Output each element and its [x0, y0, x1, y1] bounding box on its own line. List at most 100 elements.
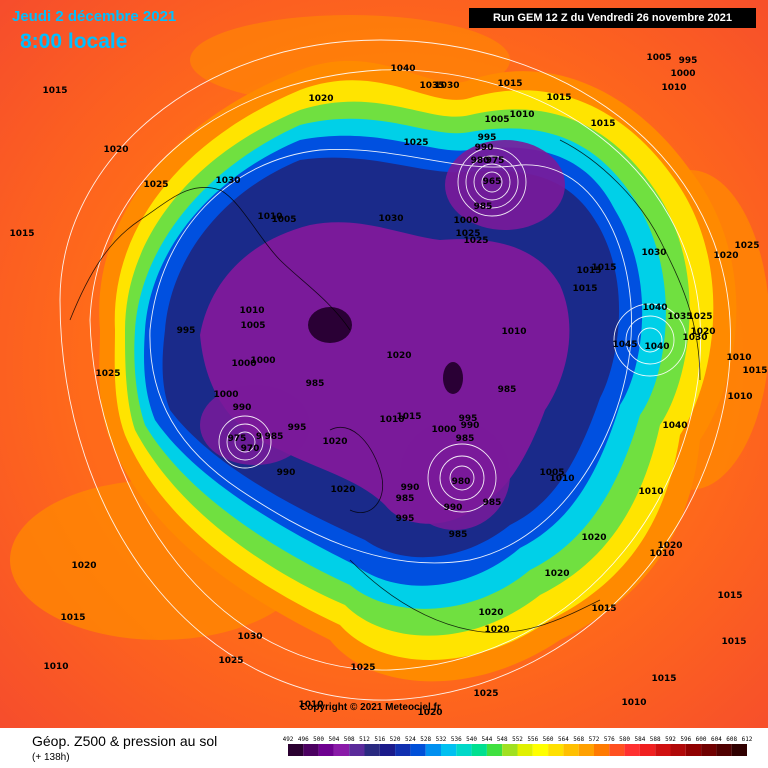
- legend-tick-label: 536: [451, 736, 462, 743]
- legend-swatch: [441, 744, 457, 756]
- legend-tick-label: 544: [481, 736, 492, 743]
- isobar-label: 1025: [734, 241, 759, 251]
- isobar-label: 985: [396, 494, 415, 504]
- isobar-label: 1010: [621, 698, 646, 708]
- isobar-label: 1020: [657, 541, 682, 551]
- legend-swatch: [548, 744, 564, 756]
- isobar-label: 995: [288, 423, 307, 433]
- isobar-label: 1020: [484, 625, 509, 635]
- coast-greenland: [329, 427, 384, 513]
- core-secondary: [443, 362, 463, 394]
- isobar-label: 1010: [661, 83, 686, 93]
- isobar-label: 1025: [143, 180, 168, 190]
- isobar-label: 1020: [386, 351, 411, 361]
- isobar-low-sw-2: [226, 423, 264, 461]
- isobar-label: 990: [444, 503, 463, 513]
- isobar-label: 985: [456, 434, 475, 444]
- isobar-label: 1010: [43, 662, 68, 672]
- isobar-label: 985: [449, 530, 468, 540]
- isobar-label: 1015: [591, 604, 616, 614]
- legend-tick-label: 520: [390, 736, 401, 743]
- legend-swatch: [578, 744, 594, 756]
- isobar-label: 1005: [539, 468, 564, 478]
- isobar-label: 1015: [42, 86, 67, 96]
- legend-swatch: [364, 744, 380, 756]
- isobar-label: 985: [483, 498, 502, 508]
- isobar-low-s-2: [439, 455, 485, 501]
- isobar-label: 1030: [682, 333, 707, 343]
- isobar-label: 1015: [721, 637, 746, 647]
- isobar-label: 1010: [379, 415, 404, 425]
- legend-swatches: [288, 744, 747, 756]
- legend-swatch: [349, 744, 365, 756]
- isobar-label: 1000: [213, 390, 238, 400]
- forecast-time: 8:00 locale: [20, 30, 128, 53]
- isobar-outer: [59, 39, 731, 701]
- legend-swatch: [410, 744, 426, 756]
- isobar-label: 995: [396, 514, 415, 524]
- isobar-label: 1025: [463, 236, 488, 246]
- isobar-label: 990: [475, 143, 494, 153]
- map-product-title: Géop. Z500 & pression au sol: [32, 733, 218, 749]
- legend-tick-label: 564: [558, 736, 569, 743]
- legend-swatch: [609, 744, 625, 756]
- coast-asia: [559, 139, 701, 381]
- legend-swatch: [685, 744, 702, 756]
- isobar-label: 1000: [231, 359, 256, 369]
- legend-tick-label: 576: [604, 736, 615, 743]
- isobar-low-sw-1: [234, 431, 256, 453]
- coast-europe: [349, 559, 601, 634]
- legend-tick-label: 500: [313, 736, 324, 743]
- isobar-high-e-2: [625, 315, 675, 365]
- isobars: [59, 39, 731, 701]
- isobar-label: 975: [228, 434, 247, 444]
- legend-swatch: [318, 744, 334, 756]
- isobar-label: 1025: [218, 656, 243, 666]
- isobar-label: 1005: [271, 215, 296, 225]
- isobar-label: 1035: [419, 81, 444, 91]
- legend-swatch: [333, 744, 350, 756]
- isobar-mid: [89, 69, 702, 671]
- isobar-label: 1035: [667, 312, 692, 322]
- isobar-label: 1020: [417, 708, 442, 718]
- isobar-label: 1015: [9, 229, 34, 239]
- forecast-date: Jeudi 2 décembre 2021: [12, 8, 177, 25]
- footer-bar: Géop. Z500 & pression au sol (+ 138h) 49…: [0, 728, 768, 768]
- isobar-label: 1010: [638, 487, 663, 497]
- legend-tick-label: 560: [543, 736, 554, 743]
- legend-tick-label: 612: [742, 736, 753, 743]
- isobar-label: 1025: [95, 369, 120, 379]
- legend-tick-label: 524: [405, 736, 416, 743]
- run-info: Run GEM 12 Z du Vendredi 26 novembre 202…: [469, 8, 756, 28]
- coast-north-america: [69, 186, 351, 331]
- legend-tick-label: 572: [589, 736, 600, 743]
- isobar-label: 1010: [727, 392, 752, 402]
- legend-tick-label: 568: [573, 736, 584, 743]
- isobar-low-ne-2: [473, 163, 511, 201]
- isobar-label: 1020: [713, 251, 738, 261]
- isobar-label: 1015: [546, 93, 571, 103]
- legend-swatch: [395, 744, 411, 756]
- isobar-label: 985: [265, 432, 284, 442]
- legend-swatch: [639, 744, 656, 756]
- legend-swatch: [563, 744, 579, 756]
- isobar-label: 1005: [240, 321, 265, 331]
- isobar-label: 1020: [71, 561, 96, 571]
- isobar-label: 1015: [576, 266, 601, 276]
- legend-tick-label: 608: [726, 736, 737, 743]
- purple-lobe-south: [400, 420, 510, 530]
- isobar-label: 980: [471, 156, 490, 166]
- legend-swatch: [303, 744, 319, 756]
- isobar-label: 1025: [473, 689, 498, 699]
- isobar-label: 1010: [726, 353, 751, 363]
- isobar-label: 1015: [591, 263, 616, 273]
- isobar-label: 1005: [646, 53, 671, 63]
- isobar-label: 1025: [350, 663, 375, 673]
- isobar-high-e-3: [613, 303, 687, 377]
- isobar-high-e-1: [637, 327, 663, 353]
- isobar-label: 990: [401, 483, 420, 493]
- legend-tick-label: 588: [650, 736, 661, 743]
- legend-swatch: [655, 744, 671, 756]
